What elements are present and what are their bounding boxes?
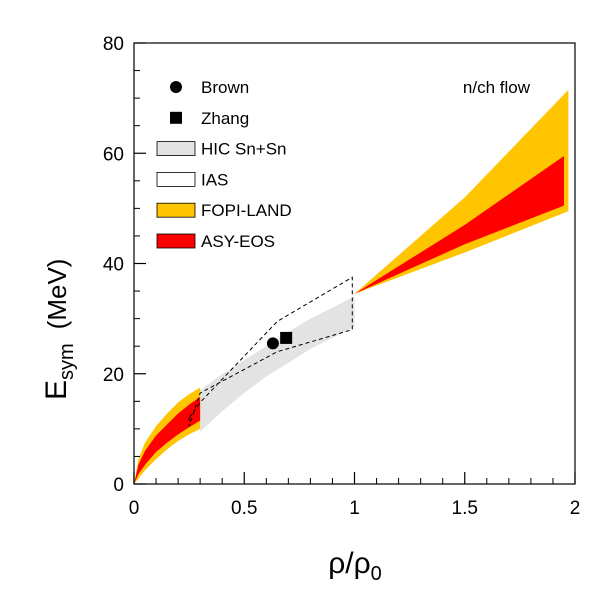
x-tick-label: 0.5 (231, 498, 257, 519)
annotation-text: n/ch flow (463, 78, 531, 97)
y-tick-label: 40 (103, 255, 124, 276)
legend-marker-zhang (170, 111, 182, 124)
legend-label-brown: Brown (201, 78, 249, 97)
y-axis-title: Esym (MeV) (40, 259, 78, 400)
bands-layer (134, 89, 569, 484)
y-axis-title-sub: sym (56, 343, 78, 380)
zhang-point (280, 331, 293, 344)
data-points-layer (266, 331, 293, 350)
x-tick-label: 1.5 (452, 498, 478, 519)
legend: Brown Zhang HIC Sn+Sn IAS FOPI-LAND ASY-EOS (156, 78, 292, 251)
x-axis-title: ρ/ρ0 (328, 547, 382, 585)
y-axis-title-unit: (MeV) (42, 259, 72, 330)
x-tick-label: 2 (570, 498, 581, 519)
legend-swatch-hic-sn-sn (156, 141, 196, 157)
y-tick-label: 0 (113, 475, 124, 496)
legend-marker-brown (170, 81, 182, 93)
legend-label-ias: IAS (201, 170, 228, 189)
y-tick-label: 20 (103, 365, 124, 386)
y-tick-label: 60 (103, 144, 124, 165)
x-axis-title-sub: 0 (371, 563, 382, 585)
ias-band (188, 276, 353, 427)
legend-swatch-asy-eos (156, 233, 196, 249)
brown-point (266, 337, 279, 350)
y-axis-title-base: E (40, 380, 73, 400)
legend-label-hic-sn-sn: HIC Sn+Sn (201, 140, 287, 159)
y-tick-label: 80 (103, 34, 124, 55)
legend-swatch-ias (156, 171, 196, 187)
legend-swatch-fopi-land (156, 202, 196, 218)
y-axis-title-group: Esym (MeV) (40, 259, 78, 400)
asy-eos-band-low (134, 396, 201, 484)
legend-label-fopi-land: FOPI-LAND (201, 201, 292, 220)
hic-band (200, 296, 355, 432)
legend-label-zhang: Zhang (201, 109, 249, 128)
x-tick-label: 1 (349, 498, 360, 519)
x-tick-label: 0 (129, 498, 140, 519)
x-axis-title-base: ρ/ρ (328, 547, 370, 580)
legend-label-asy-eos: ASY-EOS (201, 232, 275, 251)
